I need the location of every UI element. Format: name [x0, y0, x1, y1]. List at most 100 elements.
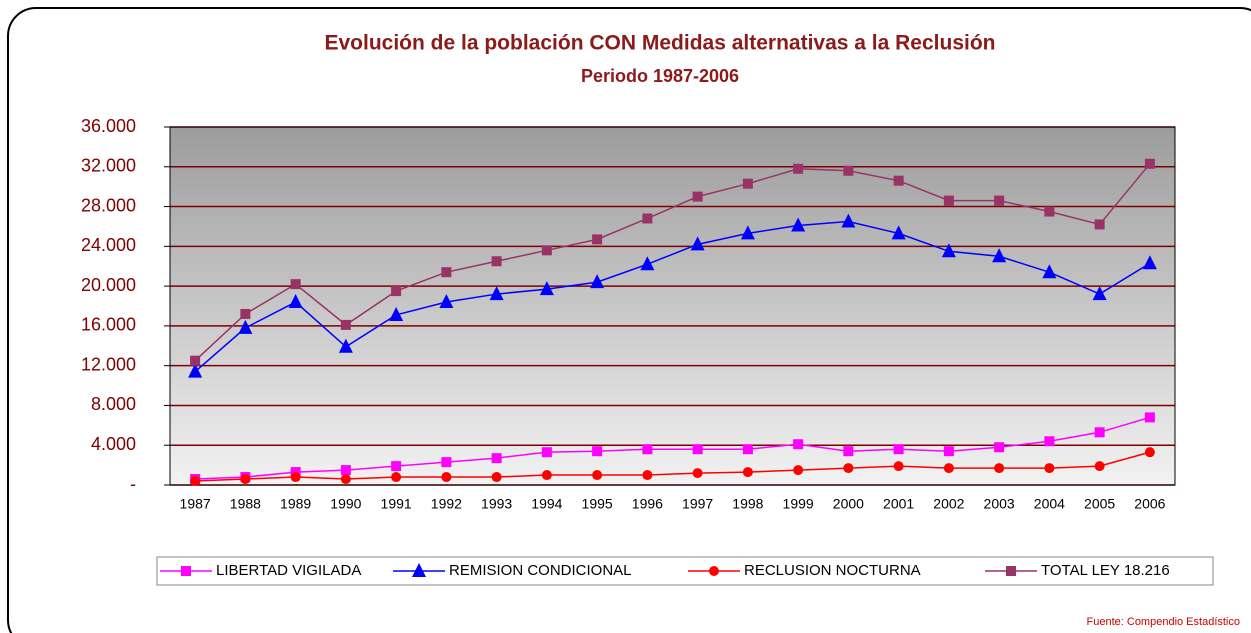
marker: [642, 213, 653, 224]
marker: [943, 195, 954, 206]
plot-area: [170, 127, 1175, 485]
series-line: [195, 451, 1151, 482]
marker: [1044, 463, 1055, 474]
chart-title: Evolución de la población CON Medidas al…: [324, 32, 995, 55]
y-tick-label: 4.000: [91, 434, 136, 454]
x-tick-label: 2000: [833, 496, 864, 512]
y-tick-label: 24.000: [81, 235, 136, 255]
marker: [188, 363, 203, 378]
marker: [793, 439, 804, 450]
x-tick-label: 2001: [883, 496, 914, 512]
marker: [1144, 447, 1155, 458]
marker: [441, 267, 452, 278]
x-tick-label: 2004: [1034, 496, 1065, 512]
y-tick-label: 28.000: [81, 195, 136, 215]
legend-label: RECLUSION NOCTURNA: [744, 562, 921, 579]
marker: [190, 355, 201, 366]
marker: [642, 444, 653, 455]
x-tick-label: 1989: [280, 496, 311, 512]
series-line: [194, 220, 1151, 373]
marker: [240, 308, 251, 319]
legend-label: LIBERTAD VIGILADA: [216, 562, 361, 579]
y-tick-label: -: [130, 474, 136, 494]
marker: [1042, 264, 1057, 279]
marker: [943, 446, 954, 457]
marker: [340, 474, 351, 485]
marker: [843, 446, 854, 457]
marker: [491, 453, 502, 464]
marker: [709, 566, 719, 576]
marker: [1094, 219, 1105, 230]
marker: [340, 465, 351, 476]
marker: [1092, 286, 1107, 301]
marker: [1144, 158, 1155, 169]
marker: [1044, 436, 1055, 447]
marker: [640, 256, 655, 271]
marker: [340, 319, 351, 330]
marker: [238, 319, 253, 334]
marker: [692, 191, 703, 202]
marker: [491, 256, 502, 267]
marker: [491, 472, 502, 483]
marker: [690, 236, 705, 251]
x-tick-label: 1994: [531, 496, 562, 512]
marker: [389, 306, 404, 321]
marker: [841, 213, 856, 228]
marker: [592, 470, 603, 481]
marker: [290, 279, 301, 290]
marker: [843, 165, 854, 176]
marker: [181, 566, 191, 576]
x-tick-label: 1993: [481, 496, 512, 512]
x-tick-label: 1998: [732, 496, 763, 512]
marker: [590, 274, 605, 289]
marker: [793, 163, 804, 174]
x-tick-label: 1988: [230, 496, 261, 512]
legend-label: REMISION CONDICIONAL: [449, 562, 632, 579]
series-line: [194, 163, 1151, 362]
source: Fuente: Compendio Estadístico: [1087, 616, 1240, 628]
marker: [992, 248, 1007, 263]
marker: [489, 286, 504, 301]
marker: [391, 461, 402, 472]
marker: [1094, 461, 1105, 472]
x-tick-label: 1995: [582, 496, 613, 512]
plot-border: [169, 126, 1176, 486]
marker: [793, 465, 804, 476]
x-tick-label: 2003: [984, 496, 1015, 512]
marker: [943, 463, 954, 474]
marker: [288, 294, 303, 309]
legend-label: TOTAL LEY 18.216: [1041, 562, 1170, 579]
marker: [592, 446, 603, 457]
x-tick-label: 2002: [933, 496, 964, 512]
x-tick-label: 1996: [632, 496, 663, 512]
y-tick-label: 12.000: [81, 354, 136, 374]
y-tick-label: 16.000: [81, 315, 136, 335]
marker: [441, 472, 452, 483]
marker: [1006, 566, 1016, 576]
marker: [391, 472, 402, 483]
marker: [893, 175, 904, 186]
marker: [290, 472, 301, 483]
y-tick-label: 32.000: [81, 156, 136, 176]
x-tick-label: 1997: [682, 496, 713, 512]
marker: [412, 563, 426, 577]
marker: [1094, 427, 1105, 438]
x-tick-label: 2005: [1084, 496, 1115, 512]
x-tick-label: 1992: [431, 496, 462, 512]
x-tick-label: 1991: [381, 496, 412, 512]
marker: [941, 243, 956, 258]
y-tick-label: 20.000: [81, 275, 136, 295]
x-tick-label: 1987: [180, 496, 211, 512]
marker: [541, 245, 552, 256]
marker: [541, 447, 552, 458]
y-tick-label: 8.000: [91, 394, 136, 414]
chart-subtitle: Periodo 1987-2006: [581, 66, 739, 86]
x-tick-label: 1999: [783, 496, 814, 512]
marker: [742, 467, 753, 478]
marker: [893, 444, 904, 455]
marker: [1044, 206, 1055, 217]
x-tick-label: 2006: [1134, 496, 1165, 512]
marker: [692, 468, 703, 479]
marker: [893, 461, 904, 472]
marker: [994, 195, 1005, 206]
